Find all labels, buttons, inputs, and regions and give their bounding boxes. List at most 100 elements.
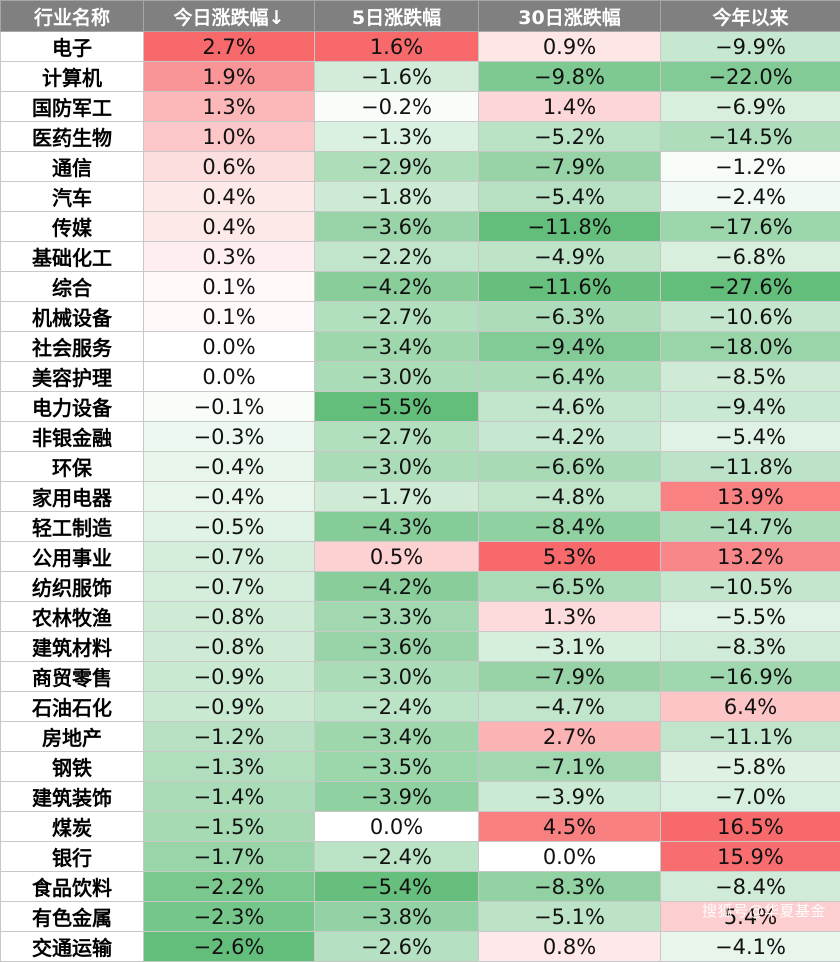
today-change-cell: −1.3% [144, 752, 315, 782]
five-day-change-cell: −1.7% [315, 482, 479, 512]
sector-name-cell: 煤炭 [1, 812, 144, 842]
five-day-change-cell: −3.6% [315, 632, 479, 662]
today-change-cell: −2.6% [144, 932, 315, 962]
table-row: 有色金属−2.3%−3.8%−5.1%5.4% [1, 902, 840, 932]
ytd-change-cell: −27.6% [661, 272, 840, 302]
ytd-change-cell: −22.0% [661, 62, 840, 92]
ytd-change-cell: 13.2% [661, 542, 840, 572]
ytd-change-cell: −16.9% [661, 662, 840, 692]
thirty-day-change-cell: −6.4% [479, 362, 661, 392]
sector-name-cell: 国防军工 [1, 92, 144, 122]
five-day-change-cell: 1.6% [315, 32, 479, 62]
header-30day-change[interactable]: 30日涨跌幅 [479, 1, 661, 32]
five-day-change-cell: −0.2% [315, 92, 479, 122]
five-day-change-cell: −5.5% [315, 392, 479, 422]
table-row: 非银金融−0.3%−2.7%−4.2%−5.4% [1, 422, 840, 452]
table-row: 电力设备−0.1%−5.5%−4.6%−9.4% [1, 392, 840, 422]
header-ytd-change[interactable]: 今年以来 [661, 1, 840, 32]
header-sector-name[interactable]: 行业名称 [1, 1, 144, 32]
ytd-change-cell: −6.9% [661, 92, 840, 122]
today-change-cell: −0.3% [144, 422, 315, 452]
today-change-cell: 1.9% [144, 62, 315, 92]
sector-name-cell: 传媒 [1, 212, 144, 242]
five-day-change-cell: 0.5% [315, 542, 479, 572]
sector-name-cell: 汽车 [1, 182, 144, 212]
ytd-change-cell: −9.9% [661, 32, 840, 62]
five-day-change-cell: −3.0% [315, 362, 479, 392]
thirty-day-change-cell: −3.1% [479, 632, 661, 662]
thirty-day-change-cell: −5.1% [479, 902, 661, 932]
thirty-day-change-cell: 1.3% [479, 602, 661, 632]
thirty-day-change-cell: 0.8% [479, 932, 661, 962]
five-day-change-cell: −4.3% [315, 512, 479, 542]
today-change-cell: −2.3% [144, 902, 315, 932]
sector-name-cell: 基础化工 [1, 242, 144, 272]
ytd-change-cell: −11.1% [661, 722, 840, 752]
ytd-change-cell: 15.9% [661, 842, 840, 872]
today-change-cell: 1.3% [144, 92, 315, 122]
sector-name-cell: 计算机 [1, 62, 144, 92]
thirty-day-change-cell: −7.9% [479, 152, 661, 182]
table-row: 农林牧渔−0.8%−3.3%1.3%−5.5% [1, 602, 840, 632]
ytd-change-cell: 5.4% [661, 902, 840, 932]
five-day-change-cell: −3.4% [315, 722, 479, 752]
sector-name-cell: 电力设备 [1, 392, 144, 422]
five-day-change-cell: −1.3% [315, 122, 479, 152]
ytd-change-cell: −4.1% [661, 932, 840, 962]
five-day-change-cell: −3.9% [315, 782, 479, 812]
table-row: 房地产−1.2%−3.4%2.7%−11.1% [1, 722, 840, 752]
five-day-change-cell: −2.7% [315, 302, 479, 332]
sector-name-cell: 电子 [1, 32, 144, 62]
five-day-change-cell: −1.8% [315, 182, 479, 212]
sector-name-cell: 综合 [1, 272, 144, 302]
sector-name-cell: 非银金融 [1, 422, 144, 452]
table-row: 钢铁−1.3%−3.5%−7.1%−5.8% [1, 752, 840, 782]
table-row: 食品饮料−2.2%−5.4%−8.3%−8.4% [1, 872, 840, 902]
thirty-day-change-cell: 4.5% [479, 812, 661, 842]
thirty-day-change-cell: −4.6% [479, 392, 661, 422]
today-change-cell: −1.4% [144, 782, 315, 812]
today-change-cell: 0.1% [144, 272, 315, 302]
header-5day-change[interactable]: 5日涨跌幅 [315, 1, 479, 32]
sector-name-cell: 建筑装饰 [1, 782, 144, 812]
ytd-change-cell: −9.4% [661, 392, 840, 422]
sector-name-cell: 社会服务 [1, 332, 144, 362]
today-change-cell: −2.2% [144, 872, 315, 902]
today-change-cell: 0.3% [144, 242, 315, 272]
today-change-cell: −0.9% [144, 692, 315, 722]
today-change-cell: −1.7% [144, 842, 315, 872]
five-day-change-cell: −2.4% [315, 692, 479, 722]
ytd-change-cell: −5.4% [661, 422, 840, 452]
header-today-change[interactable]: 今日涨跌幅↓ [144, 1, 315, 32]
ytd-change-cell: −10.6% [661, 302, 840, 332]
thirty-day-change-cell: −9.8% [479, 62, 661, 92]
thirty-day-change-cell: −9.4% [479, 332, 661, 362]
sector-name-cell: 建筑材料 [1, 632, 144, 662]
thirty-day-change-cell: 0.9% [479, 32, 661, 62]
today-change-cell: −0.5% [144, 512, 315, 542]
ytd-change-cell: −18.0% [661, 332, 840, 362]
today-change-cell: −0.8% [144, 632, 315, 662]
ytd-change-cell: −14.5% [661, 122, 840, 152]
sector-name-cell: 通信 [1, 152, 144, 182]
table-row: 煤炭−1.5%0.0%4.5%16.5% [1, 812, 840, 842]
five-day-change-cell: −4.2% [315, 572, 479, 602]
ytd-change-cell: −10.5% [661, 572, 840, 602]
table-row: 商贸零售−0.9%−3.0%−7.9%−16.9% [1, 662, 840, 692]
sector-name-cell: 纺织服饰 [1, 572, 144, 602]
ytd-change-cell: −11.8% [661, 452, 840, 482]
five-day-change-cell: −3.8% [315, 902, 479, 932]
thirty-day-change-cell: 2.7% [479, 722, 661, 752]
sector-name-cell: 有色金属 [1, 902, 144, 932]
today-change-cell: −0.9% [144, 662, 315, 692]
today-change-cell: 0.0% [144, 332, 315, 362]
